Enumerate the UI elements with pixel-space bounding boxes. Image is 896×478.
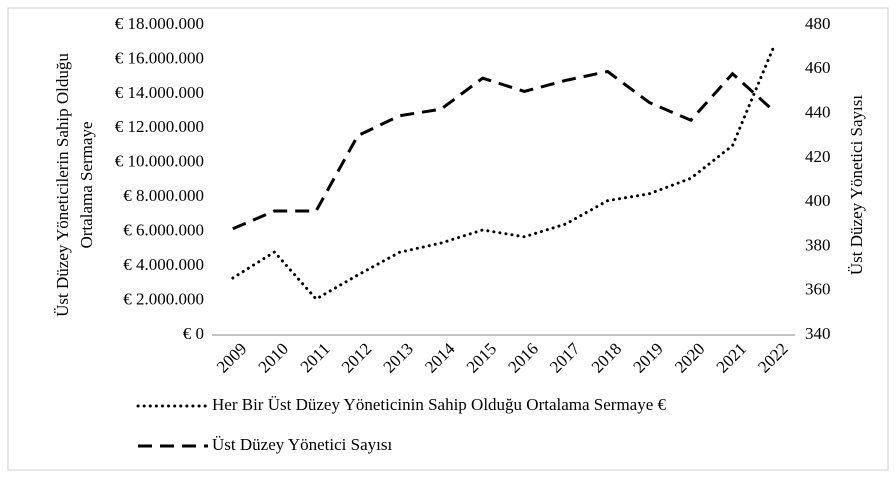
- y-tick-label: € 16.000.000: [115, 48, 204, 67]
- y2-tick-label: 480: [805, 14, 831, 33]
- y-axis-label: Ortalama Sermaye: [77, 122, 96, 249]
- y-tick-label: € 4.000.000: [123, 255, 204, 274]
- y2-tick-label: 400: [805, 191, 831, 210]
- y-tick-label: € 18.000.000: [115, 14, 204, 33]
- y2-tick-label: 380: [805, 235, 831, 254]
- y2-axis-label: Üst Düzey Yönetici Sayısı: [847, 95, 866, 275]
- legend-label: Üst Düzey Yönetici Sayısı: [212, 435, 392, 454]
- y-tick-label: € 0: [183, 324, 204, 343]
- chart-border: [7, 7, 889, 471]
- y-tick-label: € 10.000.000: [115, 152, 204, 171]
- y-tick-label: € 14.000.000: [115, 83, 204, 102]
- legend-label: Her Bir Üst Düzey Yöneticinin Sahip Oldu…: [212, 395, 667, 414]
- y2-tick-label: 420: [805, 147, 831, 166]
- y2-tick-label: 460: [805, 58, 831, 77]
- y-axis-label: Üst Düzey Yöneticilerin Sahip Olduğu: [53, 53, 72, 317]
- line-series: [232, 69, 776, 231]
- y2-tick-label: 440: [805, 102, 831, 121]
- y-tick-label: € 8.000.000: [123, 186, 204, 205]
- y-tick-label: € 2.000.000: [123, 289, 204, 308]
- line-series: [231, 44, 776, 301]
- y-tick-label: € 6.000.000: [123, 221, 204, 240]
- y-tick-label: € 12.000.000: [115, 117, 204, 136]
- y2-tick-label: 340: [805, 324, 831, 343]
- y2-tick-label: 360: [805, 280, 831, 299]
